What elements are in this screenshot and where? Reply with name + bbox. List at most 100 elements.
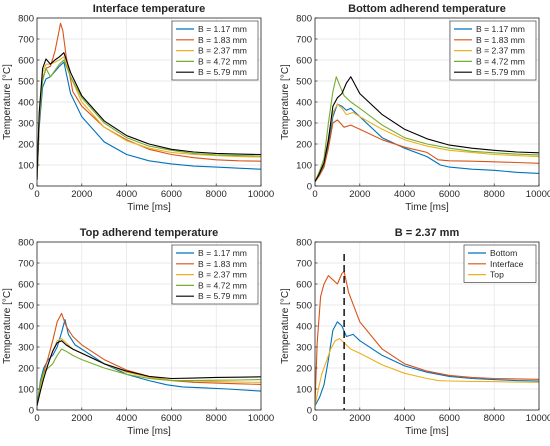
chart-title: Interface temperature	[93, 3, 206, 15]
legend-label-5: B = 5.79 mm	[198, 291, 247, 301]
x-tick-label: 2000	[71, 189, 92, 200]
legend-label-3: B = 2.37 mm	[476, 46, 525, 56]
legend-label-4: B = 4.72 mm	[198, 280, 247, 290]
x-tick-label: 10000	[248, 413, 274, 424]
y-tick-label: 600	[18, 279, 34, 290]
series-line-1	[315, 321, 539, 407]
x-axis-label: Time [ms]	[127, 426, 171, 437]
y-tick-label: 700	[296, 258, 312, 269]
x-tick-label: 8000	[206, 189, 227, 200]
x-tick-label: 0	[34, 413, 39, 424]
chart-title: B = 2.37 mm	[395, 227, 460, 239]
legend-label-3: B = 2.37 mm	[198, 46, 247, 56]
y-tick-label: 100	[296, 384, 312, 395]
legend-label-1: B = 1.17 mm	[476, 24, 525, 34]
y-axis-label: Temperature [°C]	[2, 288, 13, 364]
series-line-2	[315, 119, 539, 183]
y-tick-label: 300	[296, 342, 312, 353]
series-group	[37, 312, 261, 406]
legend-label-2: B = 1.83 mm	[476, 35, 525, 45]
series-group	[315, 270, 539, 407]
series-group	[315, 76, 539, 183]
x-tick-label: 6000	[439, 189, 460, 200]
y-tick-label: 300	[18, 342, 34, 353]
legend-label-3: B = 2.37 mm	[198, 270, 247, 280]
legend-label-3: Top	[490, 270, 504, 280]
legend-label-5: B = 5.79 mm	[476, 67, 525, 77]
series-group	[37, 22, 261, 180]
series-line-4	[315, 76, 539, 183]
y-tick-label: 200	[18, 139, 34, 150]
chart-panel-4: 0 2000 4000 6000 8000 10000 0 100 200 300 400 500 60…	[280, 227, 550, 437]
y-tick-label: 0	[307, 405, 312, 416]
chart-panel-3: 0 2000 4000 6000 8000 10000 0 100 200 300 400 500 60…	[2, 227, 274, 437]
x-tick-label: 2000	[71, 413, 92, 424]
chart-title: Top adherend temperature	[80, 227, 219, 239]
y-tick-label: 0	[29, 181, 34, 192]
legend-label-2: B = 1.83 mm	[198, 35, 247, 45]
y-tick-label: 600	[296, 279, 312, 290]
series-line-3	[37, 56, 261, 180]
x-tick-label: 10000	[526, 189, 550, 200]
y-axis-label: Temperature [°C]	[280, 64, 291, 140]
x-axis-label: Time [ms]	[405, 202, 449, 213]
series-line-1	[37, 319, 261, 406]
y-tick-label: 500	[296, 300, 312, 311]
x-tick-label: 4000	[394, 413, 415, 424]
y-tick-label: 700	[18, 258, 34, 269]
chart-panel-1: 0 2000 4000 6000 8000 10000 0 100 200 300 400 500 60…	[2, 3, 274, 213]
x-tick-label: 10000	[248, 189, 274, 200]
chart-panel-2: 0 2000 4000 6000 8000 10000 0 100 200 300 400 500 60…	[280, 3, 550, 213]
x-tick-label: 8000	[484, 413, 505, 424]
x-tick-label: 0	[312, 189, 317, 200]
y-tick-label: 100	[18, 160, 34, 171]
legend: B = 1.17 mmB = 1.83 mmB = 2.37 mmB = 4.7…	[449, 20, 537, 81]
y-tick-label: 200	[296, 363, 312, 374]
x-tick-label: 2000	[349, 413, 370, 424]
x-axis-label: Time [ms]	[405, 426, 449, 437]
y-tick-label: 200	[18, 363, 34, 374]
series-line-5	[315, 76, 539, 183]
y-tick-label: 0	[29, 405, 34, 416]
series-line-2	[315, 270, 539, 404]
legend-label-4: B = 4.72 mm	[198, 56, 247, 66]
y-tick-label: 600	[296, 55, 312, 66]
x-tick-label: 4000	[116, 413, 137, 424]
series-line-5	[37, 340, 261, 406]
y-tick-label: 800	[18, 13, 34, 24]
y-tick-label: 300	[18, 118, 34, 129]
y-tick-label: 600	[18, 55, 34, 66]
x-tick-label: 0	[34, 189, 39, 200]
y-tick-label: 800	[296, 237, 312, 248]
legend-label-2: B = 1.83 mm	[198, 259, 247, 269]
x-tick-label: 6000	[439, 413, 460, 424]
series-line-4	[37, 59, 261, 180]
x-tick-label: 6000	[161, 189, 182, 200]
x-axis-label: Time [ms]	[127, 202, 171, 213]
series-line-4	[37, 348, 261, 406]
y-tick-label: 400	[18, 321, 34, 332]
series-line-2	[37, 312, 261, 406]
y-tick-label: 700	[18, 34, 34, 45]
legend-label-4: B = 4.72 mm	[476, 56, 525, 66]
y-tick-label: 400	[296, 97, 312, 108]
y-tick-label: 0	[307, 181, 312, 192]
y-tick-label: 500	[18, 300, 34, 311]
y-tick-label: 100	[18, 384, 34, 395]
x-tick-label: 4000	[394, 189, 415, 200]
x-tick-label: 2000	[349, 189, 370, 200]
legend-label-1: B = 1.17 mm	[198, 24, 247, 34]
legend: B = 1.17 mmB = 1.83 mmB = 2.37 mmB = 4.7…	[171, 20, 259, 81]
y-tick-label: 800	[18, 237, 34, 248]
y-tick-label: 200	[296, 139, 312, 150]
y-tick-label: 400	[18, 97, 34, 108]
legend-label-2: Interface	[490, 259, 524, 269]
chart-title: Bottom adherend temperature	[348, 3, 506, 15]
series-line-5	[37, 52, 261, 180]
series-line-1	[37, 61, 261, 180]
y-tick-label: 400	[296, 321, 312, 332]
y-tick-label: 700	[296, 34, 312, 45]
x-tick-label: 4000	[116, 189, 137, 200]
